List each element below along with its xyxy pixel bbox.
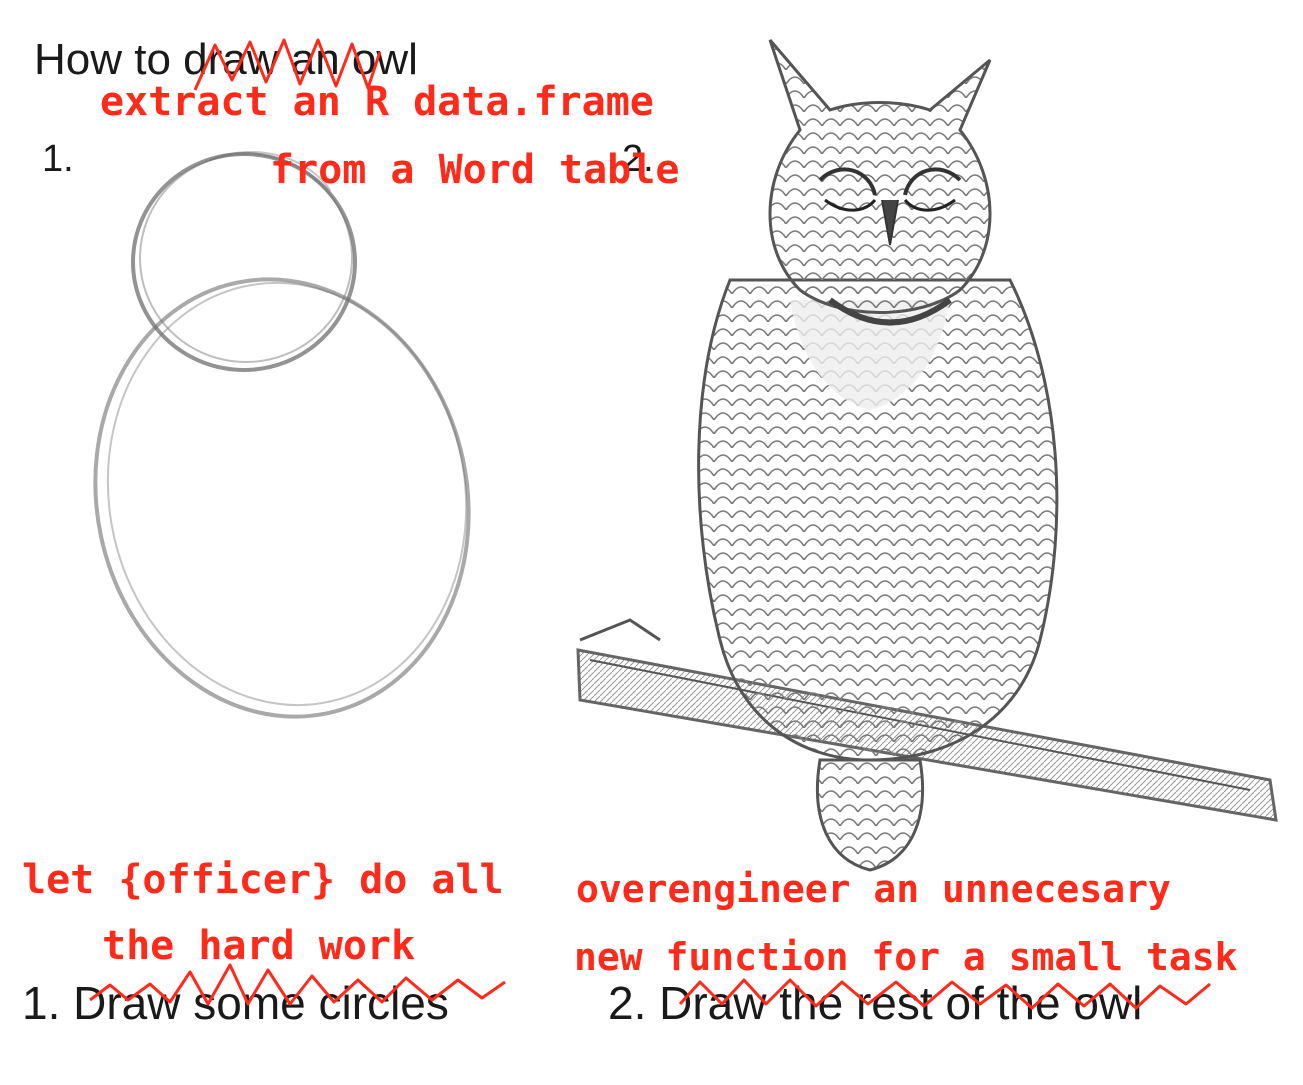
title-annotation-line-1: extract an R data.frame: [100, 79, 654, 125]
detailed-owl-illustration: [576, 39, 1278, 872]
caption-1-annotation-line-1: let {officer} do all: [22, 857, 504, 903]
caption-2-annotation-line-2: new function for a small task: [574, 935, 1238, 979]
caption-1-annotation-line-2: the hard work: [102, 923, 416, 969]
owl-head: [768, 39, 992, 326]
step-2-number: 2.: [622, 138, 654, 180]
owl-body: [697, 278, 1059, 872]
caption-2: 2. Draw the rest of the owl: [608, 977, 1143, 1029]
caption-1: 1. Draw some circles: [22, 977, 449, 1029]
step-1-number: 1.: [42, 138, 74, 180]
caption-2-annotation-line-1: overengineer an unnecesary: [576, 867, 1171, 911]
title-annotation-line-2: from a Word table: [270, 147, 680, 193]
sketched-circles-illustration: [93, 151, 471, 719]
